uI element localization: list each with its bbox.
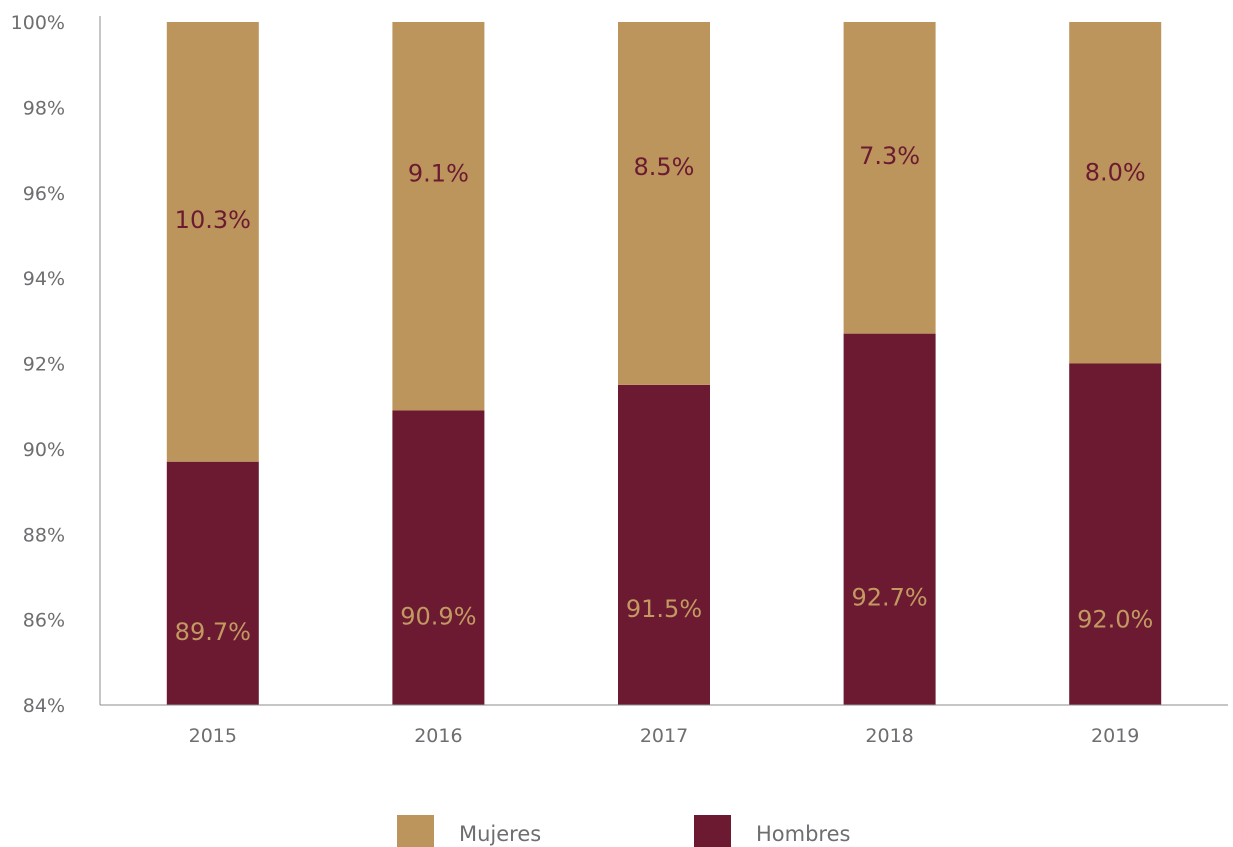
y-tick-label: 90% — [23, 439, 65, 461]
data-label-hombres: 89.7% — [175, 618, 251, 646]
x-tick-label: 2015 — [189, 725, 237, 747]
y-axis: 84% 86% 88% 90% 92% 94% 96% 98% 100% — [11, 12, 101, 717]
x-tick-label: 2016 — [414, 725, 462, 747]
bars — [166, 22, 1162, 705]
data-label-hombres: 92.0% — [1077, 606, 1153, 634]
data-label-hombres: 90.9% — [400, 603, 476, 631]
y-tick-label: 100% — [11, 12, 65, 34]
data-label-mujeres: 10.3% — [175, 206, 251, 234]
bar-segment-mujeres — [843, 22, 936, 334]
data-label-mujeres: 9.1% — [408, 159, 469, 187]
bar-segment-mujeres — [1069, 22, 1162, 364]
y-tick-label: 86% — [23, 610, 65, 632]
data-label-hombres: 92.7% — [851, 583, 927, 611]
data-label-mujeres: 8.0% — [1085, 158, 1146, 186]
data-label-mujeres: 8.5% — [634, 153, 695, 181]
legend: Mujeres Hombres — [397, 815, 850, 847]
bar-segment-mujeres — [618, 22, 710, 385]
x-tick-label: 2018 — [865, 725, 913, 747]
bar-segment-mujeres — [166, 22, 259, 462]
bar-segment-hombres — [618, 384, 710, 705]
data-labels: 89.7% 10.3% 90.9% 9.1% 91.5% 8.5% 92.7% 7.3% 92.… — [175, 142, 1154, 646]
x-tick-label: 2017 — [640, 725, 688, 747]
bar-segment-mujeres — [392, 22, 485, 411]
x-axis: 2015 2016 2017 2018 2019 — [100, 704, 1228, 747]
legend-label-hombres: Hombres — [756, 822, 850, 846]
bar-segment-hombres — [392, 410, 485, 705]
x-tick-label: 2019 — [1091, 725, 1139, 747]
y-tick-label: 88% — [23, 524, 65, 546]
legend-label-mujeres: Mujeres — [459, 822, 541, 846]
legend-swatch-hombres — [694, 815, 731, 847]
y-tick-label: 94% — [23, 268, 65, 290]
y-tick-label: 98% — [23, 97, 65, 119]
y-tick-label: 84% — [23, 695, 65, 717]
y-tick-label: 92% — [23, 354, 65, 376]
bar-segment-hombres — [166, 461, 259, 705]
legend-swatch-mujeres — [397, 815, 434, 847]
bar-segment-hombres — [843, 333, 936, 705]
data-label-mujeres: 7.3% — [859, 142, 920, 170]
y-tick-label: 96% — [23, 183, 65, 205]
bar-segment-hombres — [1069, 363, 1162, 705]
data-label-hombres: 91.5% — [626, 595, 702, 623]
